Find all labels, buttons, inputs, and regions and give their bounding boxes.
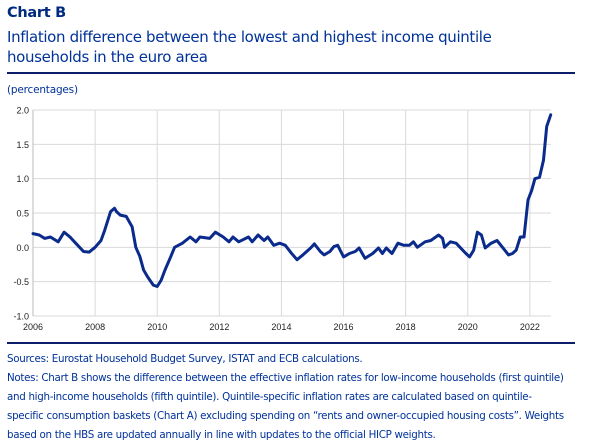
chart-title: Inflation difference between the lowest …: [7, 28, 492, 66]
notes-line: specific consumption baskets (Chart A) e…: [7, 410, 564, 422]
x-axis-ticks: 2006 2008 2010 2012 2014 2016 2018 2020 2022: [23, 322, 540, 332]
line-chart: 2.0 1.5 1.0 0.5 0.0 -0.5 -1.0 2006 2008 2010 2012…: [13, 106, 553, 332]
x-tick-label: 2008: [85, 322, 105, 332]
y-tick-label: 1.0: [16, 174, 29, 184]
y-tick-label: 0.5: [16, 209, 29, 219]
top-divider: [7, 72, 575, 74]
notes-line: based on the HBS are updated annually in…: [7, 429, 436, 441]
x-tick-label: 2012: [209, 322, 229, 332]
x-tick-label: 2010: [147, 322, 167, 332]
chart-label: Chart B: [7, 5, 66, 21]
x-tick-label: 2006: [23, 322, 43, 332]
y-tick-label: 2.0: [16, 106, 29, 116]
notes-line: and high-income households (fifth quinti…: [7, 391, 532, 403]
y-axis-ticks: 2.0 1.5 1.0 0.5 0.0 -0.5 -1.0: [13, 106, 29, 322]
x-tick-label: 2018: [396, 322, 416, 332]
y-tick-label: 0.0: [16, 243, 29, 253]
series-line: [31, 113, 553, 288]
notes-line: Notes: Chart B shows the difference betw…: [7, 372, 564, 384]
sources-text: Sources: Eurostat Household Budget Surve…: [7, 353, 363, 365]
chart-footnotes: Sources: Eurostat Household Budget Surve…: [7, 350, 564, 445]
y-tick-label: 1.5: [16, 140, 29, 150]
bottom-divider: [7, 342, 575, 344]
x-tick-label: 2022: [520, 322, 540, 332]
x-tick-label: 2014: [271, 322, 291, 332]
y-axis-units: (percentages): [7, 84, 78, 96]
x-tick-label: 2016: [334, 322, 354, 332]
x-tick-label: 2020: [458, 322, 478, 332]
y-tick-label: -1.0: [13, 312, 29, 322]
y-tick-label: -0.5: [13, 277, 29, 287]
